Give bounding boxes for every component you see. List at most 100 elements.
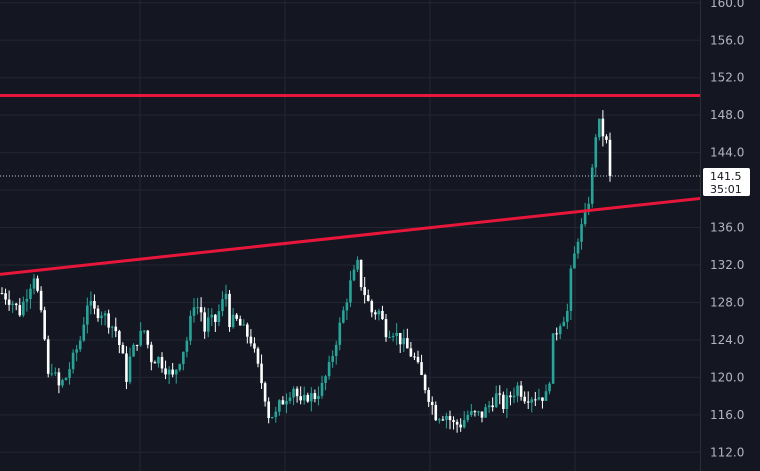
- candle-body: [363, 287, 366, 296]
- candle-body: [519, 385, 523, 397]
- candle-body: [534, 399, 537, 401]
- y-tick-label: 112.0: [710, 445, 744, 459]
- y-tick-label: 152.0: [710, 71, 744, 85]
- candle-body: [68, 369, 71, 379]
- candle-body: [576, 241, 580, 254]
- candle-body: [157, 357, 160, 364]
- candle-body: [494, 393, 498, 408]
- candle-body: [502, 394, 505, 410]
- candle-body: [562, 321, 566, 327]
- candle-body: [192, 307, 196, 316]
- candle-body: [256, 348, 260, 364]
- candle-body: [246, 324, 249, 337]
- candle-body: [114, 326, 118, 332]
- candle-body: [7, 299, 11, 305]
- candle-body: [537, 397, 541, 400]
- candle-body: [260, 363, 263, 384]
- candle-body: [313, 393, 317, 400]
- candle-body: [590, 167, 594, 204]
- last-price-value: 141.5: [710, 170, 742, 183]
- candle-body: [320, 382, 324, 396]
- y-tick-label: 160.0: [710, 0, 744, 10]
- candle-body: [270, 417, 274, 419]
- candle-body: [558, 326, 562, 335]
- candle-body: [153, 362, 157, 364]
- candle-body: [36, 278, 39, 291]
- candle-body: [263, 383, 267, 402]
- candle-body: [608, 139, 612, 177]
- candle-body: [32, 278, 36, 289]
- candle-body: [206, 317, 210, 332]
- price-axis[interactable]: 112.0116.0120.0124.0128.0132.0136.0140.0…: [700, 0, 760, 471]
- candle-body: [249, 336, 253, 344]
- candle-body: [306, 394, 310, 402]
- candle-body: [395, 332, 398, 336]
- candle-body: [473, 411, 477, 413]
- candle-body: [231, 314, 235, 328]
- candle-body: [366, 295, 370, 301]
- candle-body: [452, 420, 455, 422]
- candle-body: [448, 415, 452, 421]
- candle-body: [46, 339, 50, 374]
- candle-body: [128, 356, 132, 382]
- candle-body: [551, 333, 555, 384]
- candle-body: [274, 411, 278, 418]
- candle-body: [224, 293, 228, 300]
- candle-body: [160, 357, 164, 369]
- candle-body: [18, 305, 22, 316]
- candle-body: [167, 369, 171, 375]
- candle-body: [356, 259, 359, 270]
- candle-body: [455, 421, 459, 425]
- candle-body: [125, 353, 128, 382]
- candle-body: [327, 361, 331, 377]
- candle-body: [402, 338, 406, 345]
- candle-body: [14, 303, 18, 306]
- candle-body: [349, 280, 352, 303]
- candle-body: [420, 362, 423, 375]
- candle-body: [580, 224, 583, 242]
- y-tick-label: 148.0: [710, 108, 744, 122]
- candle-body: [317, 395, 320, 400]
- candle-body: [64, 378, 68, 381]
- candle-body: [100, 315, 103, 319]
- candle-body: [462, 420, 466, 428]
- candle-body: [238, 318, 242, 326]
- candle-body: [171, 369, 174, 375]
- candle-body: [61, 380, 64, 386]
- candle-body: [512, 395, 516, 398]
- candle-body: [416, 356, 420, 363]
- trendline-rising-trendline[interactable]: [0, 190, 760, 276]
- candle-body: [544, 391, 548, 401]
- last-price-badge-bg: [703, 168, 750, 197]
- candle-body: [196, 307, 199, 309]
- candle-body: [299, 396, 302, 401]
- y-tick-label: 144.0: [710, 146, 744, 160]
- candle-body: [605, 136, 608, 140]
- candle-body: [43, 310, 46, 340]
- candle-body: [434, 405, 438, 421]
- candle-body: [487, 405, 491, 408]
- candle-body: [89, 300, 93, 306]
- candle-body: [182, 351, 185, 365]
- candle-body: [601, 118, 605, 137]
- candle-body: [29, 288, 32, 299]
- candle-body: [441, 419, 445, 421]
- candle-body: [310, 393, 313, 402]
- candle-body: [498, 393, 502, 395]
- candle-body: [388, 337, 391, 339]
- candle-body: [210, 314, 214, 318]
- candle-body: [470, 411, 473, 415]
- last-price-badge: 141.5 35:01: [703, 168, 750, 197]
- candle-body: [292, 388, 295, 398]
- candle-body: [530, 399, 534, 403]
- candle-body: [110, 326, 114, 328]
- candle-body: [132, 344, 135, 357]
- trendlines[interactable]: [0, 94, 760, 276]
- candle-body: [466, 414, 470, 421]
- y-tick-label: 156.0: [710, 33, 744, 47]
- candle-body: [566, 310, 569, 322]
- candle-body: [409, 348, 413, 357]
- candle-body: [583, 212, 587, 225]
- candle-body: [103, 313, 107, 316]
